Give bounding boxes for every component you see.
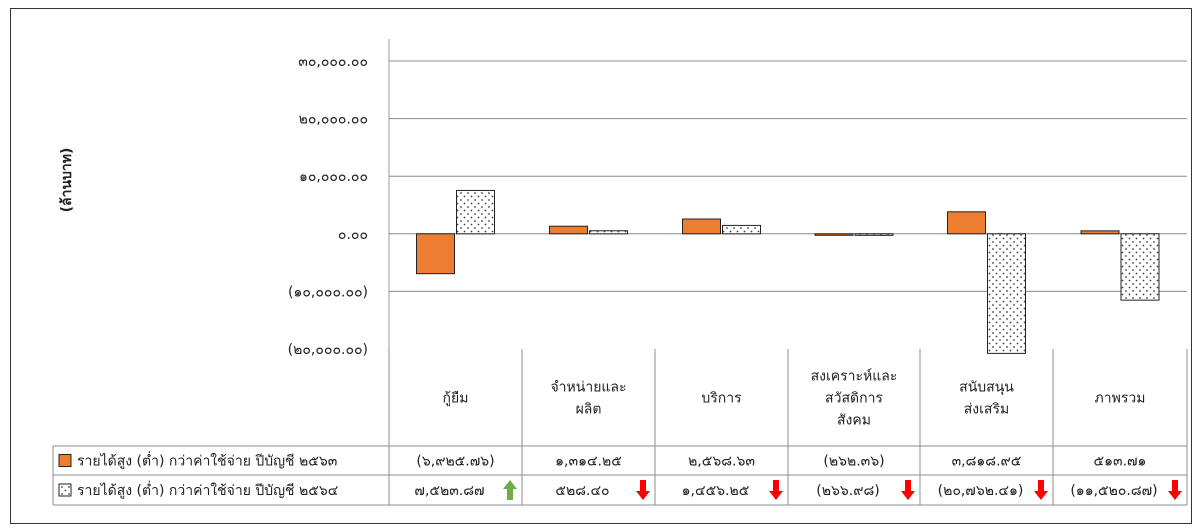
bar-2563 (1080, 230, 1120, 235)
data-label-2563: (๒๖๒.๓๖) (823, 454, 884, 470)
bar-2563 (947, 211, 986, 235)
arrow-down-icon (769, 480, 783, 500)
category-label: บริการ (701, 391, 742, 407)
category-label: จำหน่ายและ (550, 380, 626, 396)
data-label-2564: ๑,๔๕๖.๒๕ (682, 483, 750, 499)
category-label: ภาพรวม (1095, 391, 1146, 407)
data-label-2563: ๓,๘๑๘.๙๕ (952, 454, 1022, 470)
data-label-2564: (๑๑,๕๒๐.๘๗) (1070, 483, 1157, 499)
legend-label: รายได้สูง (ต่ำ) กว่าค่าใช้จ่าย ปีบัญชี ๒… (77, 481, 338, 499)
category-label: สังคม (837, 413, 871, 429)
data-label-2563: (๖,๙๒๕.๗๖) (416, 454, 494, 470)
y-tick-label: (๑๐,๐๐๐.๐๐) (288, 284, 368, 300)
data-label-2564: (๒๐,๗๖๒.๔๑) (938, 483, 1024, 499)
y-tick-label: ๑๐,๐๐๐.๐๐ (299, 169, 368, 185)
category-label: ผลิต (576, 402, 602, 418)
bar-2563 (682, 218, 721, 235)
legend-label: รายได้สูง (ต่ำ) กว่าค่าใช้จ่าย ปีบัญชี ๒… (77, 452, 337, 470)
arrow-down-icon (1034, 480, 1048, 500)
chart-frame: (ล้านบาท) ๓๐,๐๐๐.๐๐๒๐,๐๐๐.๐๐๑๐,๐๐๐.๐๐๐.๐… (10, 8, 1192, 524)
bar-2564 (456, 189, 495, 235)
gridlines (388, 39, 1187, 349)
legend-swatch-2563 (58, 454, 72, 467)
category-label: ส่งเสริม (964, 402, 1009, 418)
bar-2563 (416, 233, 455, 275)
bar-2564 (854, 233, 894, 236)
data-label-2564: ๗,๕๒๓.๘๗ (414, 483, 484, 499)
bar-2564 (589, 230, 628, 235)
y-axis-title: (ล้านบาท) (59, 148, 75, 213)
category-label: กู้ยืม (443, 391, 469, 407)
arrow-down-icon (901, 480, 915, 500)
arrow-up-icon (503, 480, 517, 500)
arrow-down-icon (1168, 480, 1182, 500)
legend-swatch-2564 (58, 483, 72, 497)
bar-2564 (722, 224, 761, 235)
y-tick-label: ๒๐,๐๐๐.๐๐ (299, 112, 368, 128)
bar-2563 (814, 233, 854, 236)
arrow-down-icon (636, 480, 650, 500)
y-tick-label: ๓๐,๐๐๐.๐๐ (298, 54, 368, 70)
category-label: สวัสดิการ (825, 391, 883, 407)
category-label: สงเคราะห์และ (811, 368, 898, 385)
chart-svg: (ล้านบาท) ๓๐,๐๐๐.๐๐๒๐,๐๐๐.๐๐๑๐,๐๐๐.๐๐๐.๐… (52, 39, 1188, 506)
data-label-2563: ๑,๓๑๔.๒๕ (555, 454, 622, 470)
data-label-2564: (๒๖๖.๙๘) (816, 483, 879, 499)
data-label-2563: ๒,๕๖๘.๖๓ (688, 454, 755, 470)
y-tick-label: ๐.๐๐ (338, 227, 368, 243)
bar-2563 (549, 225, 588, 235)
bars (416, 189, 1160, 354)
y-tick-label: (๒๐,๐๐๐.๐๐) (288, 342, 368, 358)
bar-2564 (1120, 233, 1160, 301)
data-label-2563: ๕๑๓.๗๑ (1094, 454, 1147, 470)
bar-2564 (987, 233, 1026, 354)
category-label: สนับสนุน (959, 380, 1014, 396)
data-label-2564: ๕๒๘.๔๐ (555, 483, 609, 499)
